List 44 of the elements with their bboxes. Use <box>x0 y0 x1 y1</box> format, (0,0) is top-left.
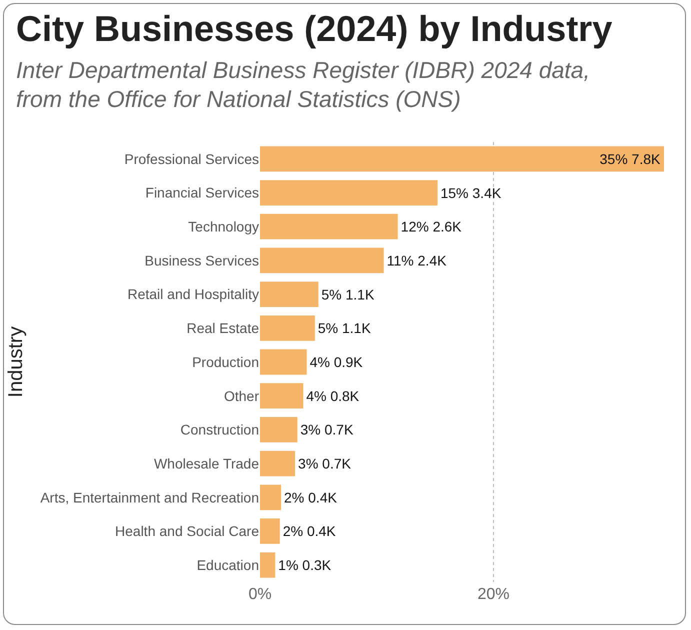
data-label: 15% 3.4K <box>440 184 502 201</box>
data-label: 2% 0.4K <box>284 489 338 506</box>
data-label: 2% 0.4K <box>282 523 336 540</box>
data-label: 35% 7.8K <box>600 150 661 167</box>
bar <box>260 315 315 341</box>
y-tick-label: Construction <box>180 422 259 438</box>
y-tick-label: Other <box>224 388 260 404</box>
chart-subtitle: Inter Departmental Business Register (IDBR) 2024 data, from the Office for National Statistics (ONS) <box>16 56 591 114</box>
y-tick-label: Real Estate <box>186 320 260 336</box>
data-label: 5% 1.1K <box>318 320 372 336</box>
y-tick-label: Financial Services <box>145 184 259 201</box>
bar <box>260 282 318 307</box>
bar <box>260 484 282 510</box>
bar <box>260 417 298 442</box>
data-label: 5% 1.1K <box>321 286 375 302</box>
data-label: 11% 2.4K <box>386 252 448 268</box>
bar <box>260 450 296 476</box>
y-axis-title: Industry <box>4 326 27 398</box>
bar <box>260 349 307 375</box>
data-label: 3% 0.7K <box>300 422 354 438</box>
y-tick-label: Production <box>192 354 259 370</box>
x-tick-label: 20% <box>478 586 510 603</box>
y-tick-label: Arts, Entertainment and Recreation <box>40 489 259 506</box>
y-tick-label: Professional Services <box>124 150 259 167</box>
data-label: 3% 0.7K <box>298 456 352 472</box>
bar <box>260 383 304 409</box>
bar <box>260 146 664 172</box>
data-label: 4% 0.8K <box>306 388 360 404</box>
data-label: 4% 0.9K <box>310 354 364 370</box>
data-label: 12% 2.6K <box>400 218 462 235</box>
bar <box>260 518 280 544</box>
y-tick-label: Education <box>196 556 259 573</box>
bar <box>260 180 438 206</box>
y-tick-label: Retail and Hospitality <box>127 286 259 302</box>
y-tick-label: Wholesale Trade <box>154 455 260 472</box>
y-tick-label: Health and Social Care <box>115 523 260 540</box>
data-label: 1% 0.3K <box>278 557 332 574</box>
x-tick-label: 0% <box>248 586 272 603</box>
y-tick-label: Technology <box>188 218 259 235</box>
bar <box>260 248 384 274</box>
chart-title: City Businesses (2024) by Industry <box>16 8 612 50</box>
bar <box>260 552 276 578</box>
y-tick-label: Business Services <box>144 252 259 268</box>
bar <box>260 214 398 240</box>
